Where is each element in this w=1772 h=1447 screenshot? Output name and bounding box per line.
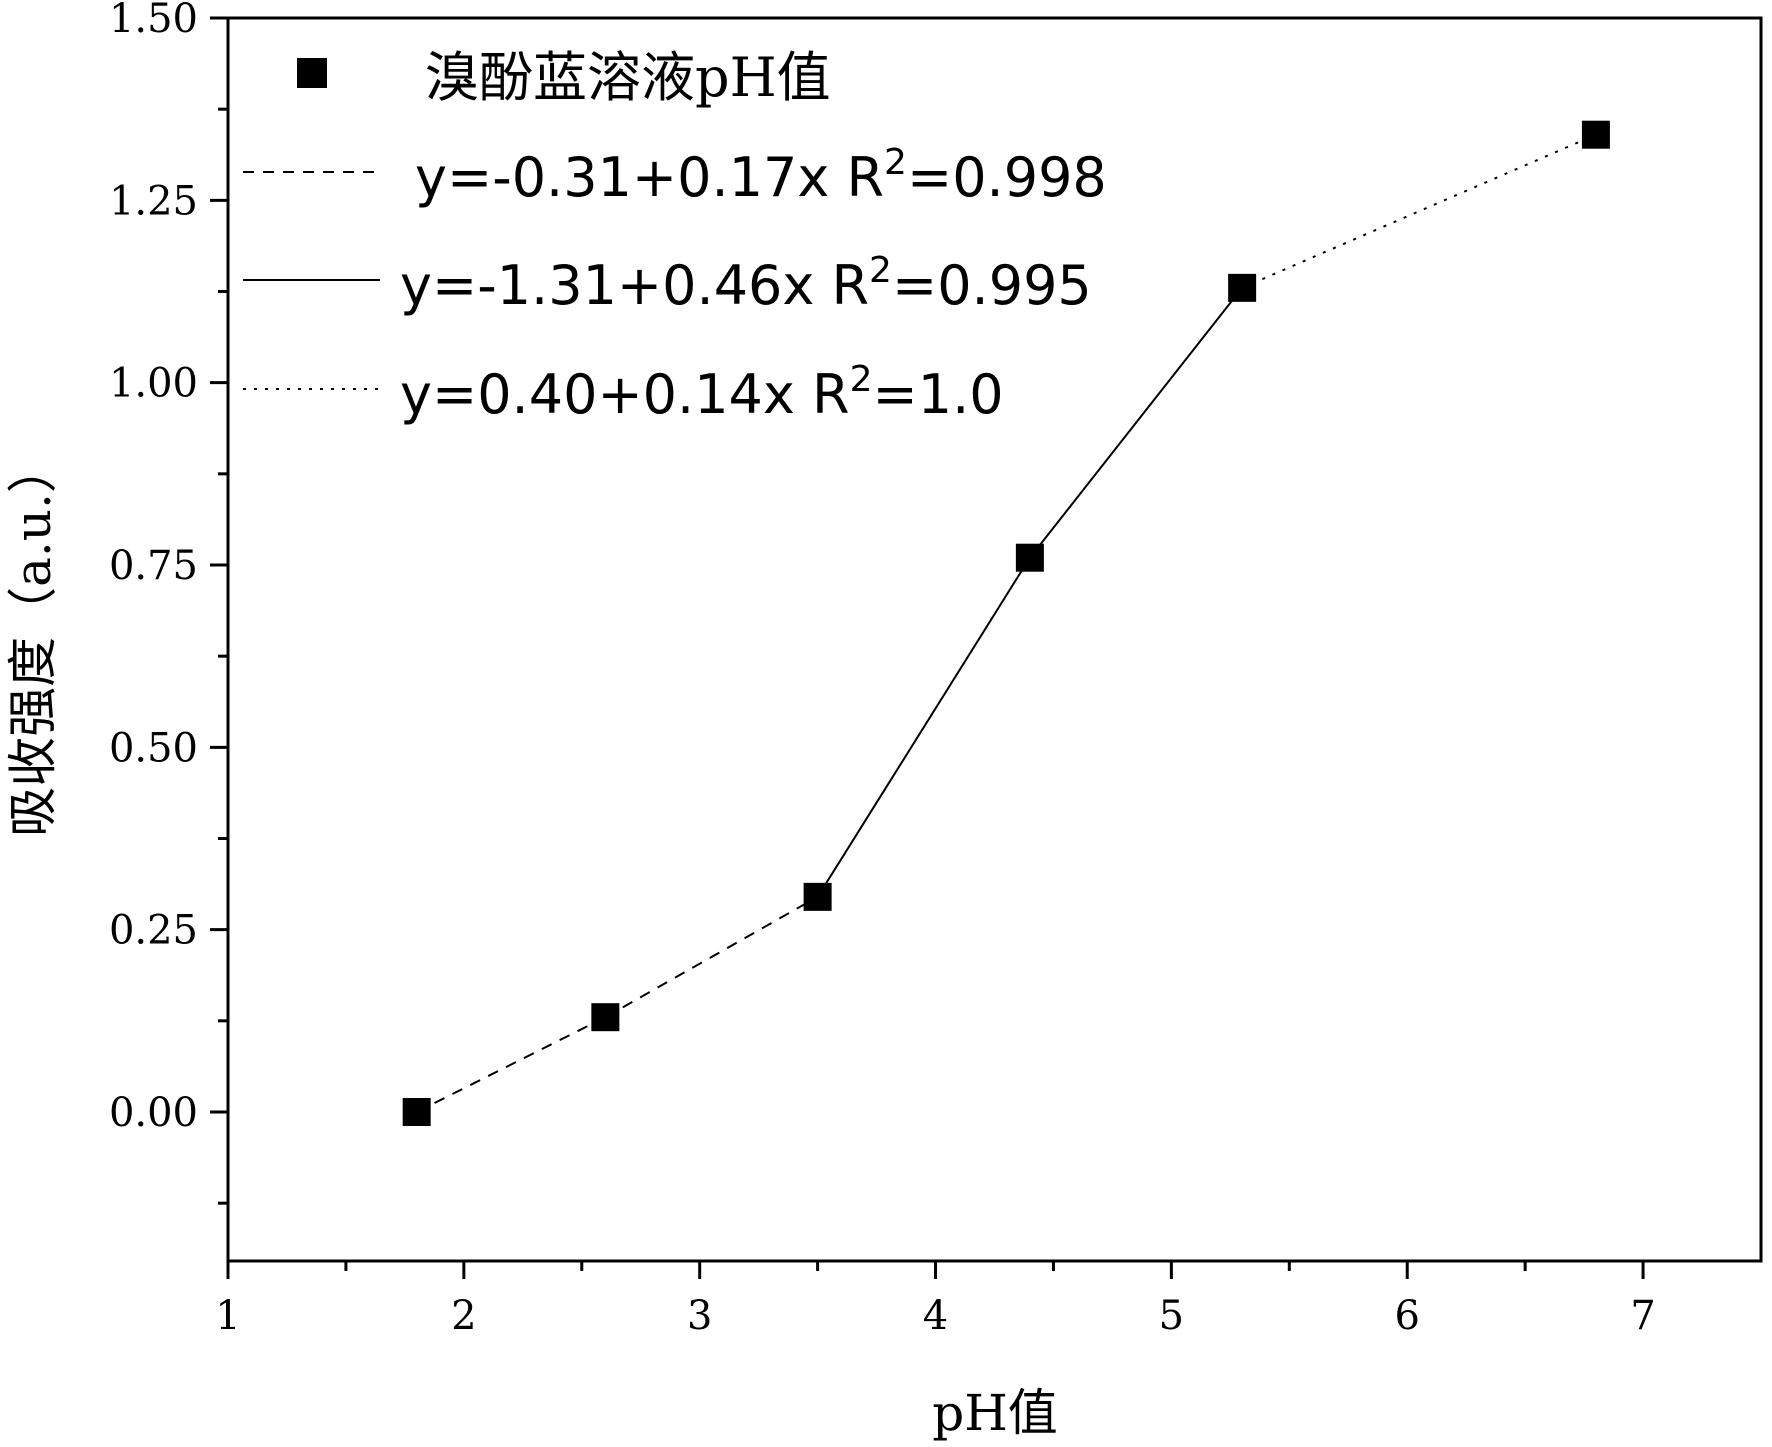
y-axis-title: 吸收强度（a.u.） — [4, 443, 62, 837]
fit-line-dashed — [416, 1016, 606, 1113]
data-point — [1015, 543, 1044, 572]
x-tick-label: 4 — [923, 1293, 948, 1339]
y-tick-label: 1.00 — [109, 361, 198, 407]
fit-line-solid — [1029, 287, 1243, 559]
x-tick-label: 2 — [451, 1293, 476, 1339]
data-point — [1228, 273, 1257, 302]
y-tick-label: 0.50 — [109, 725, 198, 771]
legend-fit-1: y=-0.31+0.17x R2=0.998 — [415, 142, 1107, 209]
x-tick-label: 7 — [1630, 1293, 1655, 1339]
y-tick-label: 0.00 — [109, 1090, 198, 1136]
legend-series-label: 溴酚蓝溶液pH值 — [425, 46, 831, 109]
x-tick-label: 1 — [215, 1293, 240, 1339]
legend-marker-square — [297, 58, 327, 88]
fit-line-dashed — [604, 895, 819, 1019]
data-point — [803, 882, 832, 911]
fit-lines — [416, 133, 1597, 1113]
x-tick-label: 5 — [1159, 1293, 1184, 1339]
y-tick-label: 1.50 — [109, 0, 198, 42]
x-tick-label: 3 — [687, 1293, 712, 1339]
x-tick-label: 6 — [1395, 1293, 1420, 1339]
fit-line-dotted — [1241, 133, 1597, 289]
fit-line-solid — [816, 557, 1031, 898]
y-tick-label: 0.75 — [109, 543, 198, 589]
plot-frame — [226, 16, 1763, 1263]
legend-fit-2: y=-1.31+0.46x R2=0.995 — [400, 250, 1092, 317]
y-tick-label: 0.25 — [109, 908, 198, 954]
legend: 溴酚蓝溶液pH值 y=-0.31+0.17x R2=0.998 y=-1.31+… — [243, 46, 1107, 426]
legend-fit-3: y=0.40+0.14x R2=1.0 — [400, 359, 1004, 426]
axis-ticks: 1 2 3 4 5 6 7 0.00 0.25 0.50 0.75 1.00 1.25 1.50 — [109, 0, 1656, 1339]
data-points — [402, 120, 1610, 1126]
data-point — [1581, 120, 1610, 149]
x-axis-title: pH值 — [932, 1384, 1058, 1442]
y-tick-label: 1.25 — [109, 178, 198, 224]
data-point — [402, 1098, 431, 1126]
data-point — [591, 1003, 620, 1032]
